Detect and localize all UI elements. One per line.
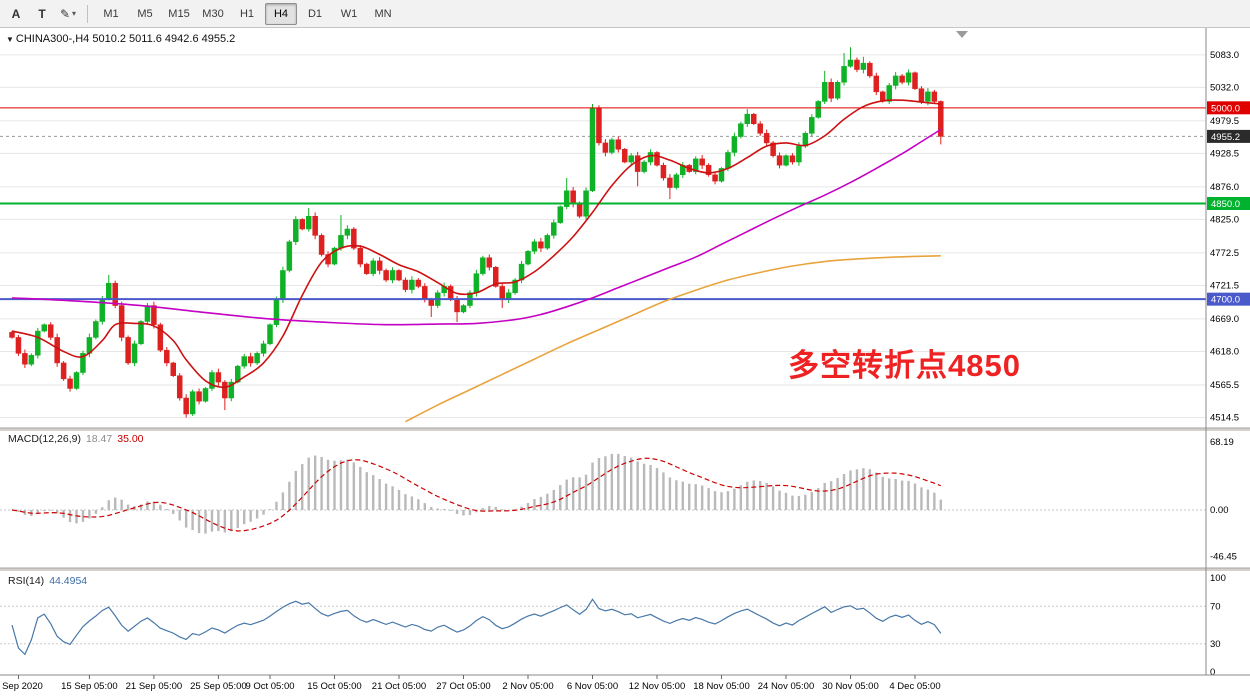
- time-axis-label: 21 Sep 05:00: [126, 681, 183, 692]
- timeframe-h1-button[interactable]: H1: [239, 7, 255, 20]
- y-axis-label: 4669.0: [1210, 314, 1239, 325]
- y-axis-label: 4514.5: [1210, 413, 1239, 424]
- level-price-label: [1207, 101, 1250, 115]
- time-axis-label: 24 Nov 05:00: [758, 681, 815, 692]
- ma-fast-line: [11, 99, 941, 389]
- y-axis-label: 4565.5: [1210, 380, 1239, 391]
- macd-axis-label: 0.00: [1210, 505, 1229, 516]
- time-axis[interactable]: 9 Sep 2020 15 Sep 05:00 21 Sep 05:00 25 Sep…: [0, 674, 1250, 692]
- time-axis-label: 15 Sep 05:00: [61, 681, 118, 692]
- rsi-axis-label: 30: [1210, 639, 1221, 650]
- main-macd-divider: [0, 428, 1250, 431]
- time-axis-label: 30 Nov 05:00: [822, 681, 879, 692]
- time-axis-label: 6 Nov 05:00: [567, 681, 618, 692]
- tool-button-group: A T ✎ ▾: [4, 3, 80, 25]
- macd-panel[interactable]: [0, 453, 1206, 534]
- level-price-label: [1207, 196, 1250, 210]
- timeframe-mn-button[interactable]: MN: [374, 7, 392, 20]
- level-price-label-text: 4850.0: [1211, 199, 1240, 210]
- time-axis-label: 18 Nov 05:00: [693, 681, 750, 692]
- y-axis-label: 4772.5: [1210, 248, 1239, 259]
- time-axis-label: 21 Oct 05:00: [372, 681, 426, 692]
- macd-rsi-divider: [0, 568, 1250, 571]
- ma-slow-line: [405, 254, 941, 423]
- macd-axis-label: 68.19: [1210, 437, 1234, 448]
- rsi-axis-label: 0: [1210, 667, 1215, 678]
- timeframe-m5-button[interactable]: M5: [137, 7, 153, 20]
- main-gridlines: [0, 54, 1206, 418]
- ma-mid-line: [11, 128, 942, 326]
- candles-layer: [9, 47, 944, 418]
- text-tool-button[interactable]: T: [38, 6, 46, 21]
- dropdown-caret-icon: ▾: [72, 9, 77, 18]
- rsi-panel[interactable]: [0, 598, 1206, 656]
- y-axis-label: 4721.5: [1210, 281, 1239, 292]
- price-scale[interactable]: 5083.0 5032.0 4979.5 4928.5 4876.0 4825.0 4772…: [1205, 28, 1250, 678]
- time-axis-label: 2 Nov 05:00: [502, 681, 553, 692]
- y-axis-label: 4928.5: [1210, 149, 1239, 160]
- time-axis-label: 25 Sep 05:00: [190, 681, 247, 692]
- rsi-axis-label: 100: [1210, 573, 1226, 584]
- level-price-label-text: 4700.0: [1211, 295, 1240, 306]
- horizontal-level-lines[interactable]: [0, 107, 1206, 301]
- timeframe-button-group: M1 M5 M15 M30 H1 H4 D1 W1 MN: [95, 2, 399, 25]
- current-price-label: [1207, 129, 1250, 143]
- y-axis-label: 4979.5: [1210, 116, 1239, 127]
- y-axis-label: 5083.0: [1210, 50, 1239, 61]
- time-axis-label: 12 Nov 05:00: [629, 681, 686, 692]
- level-price-label: [1207, 292, 1250, 306]
- arrow-pointer-tool-button[interactable]: A: [11, 6, 21, 21]
- y-axis-label: 4825.0: [1210, 215, 1239, 226]
- time-axis-label: 4 Dec 05:00: [889, 681, 940, 692]
- timeframe-d1-button[interactable]: D1: [307, 7, 323, 20]
- y-axis-label: 4618.0: [1210, 347, 1239, 358]
- moving-average-layer: [11, 99, 942, 423]
- timeframe-w1-button[interactable]: W1: [340, 7, 358, 20]
- macd-axis-label: -46.45: [1210, 552, 1237, 563]
- chart-shift-marker-icon[interactable]: [956, 31, 968, 38]
- current-price-label-text: 4955.2: [1211, 132, 1240, 143]
- timeframe-m15-button[interactable]: M15: [168, 7, 190, 20]
- time-axis-label: 9 Oct 05:00: [245, 681, 294, 692]
- y-axis-label: 5032.0: [1210, 83, 1239, 94]
- toolbar: A T ✎ ▾ M1 M5 M15 M30 H1 H4 D1 W1 MN: [0, 0, 1250, 28]
- time-axis-label: 27 Oct 05:00: [436, 681, 490, 692]
- time-axis-label: 15 Oct 05:00: [307, 681, 361, 692]
- rsi-line: [11, 598, 942, 656]
- level-price-label-text: 5000.0: [1211, 103, 1240, 114]
- panel-dividers[interactable]: [0, 427, 1250, 571]
- timeframe-m30-button[interactable]: M30: [202, 7, 224, 20]
- macd-signal-line: [11, 457, 942, 532]
- timeframe-m1-button[interactable]: M1: [103, 7, 119, 20]
- chart-canvas[interactable]: 5083.0 5032.0 4979.5 4928.5 4876.0 4825.0 4772…: [0, 28, 1250, 696]
- timeframe-h4-button[interactable]: H4: [265, 2, 297, 25]
- toolbar-separator: [87, 4, 88, 23]
- time-axis-label: 9 Sep 2020: [0, 681, 43, 692]
- rsi-axis-label: 70: [1210, 601, 1221, 612]
- y-axis-label: 4876.0: [1210, 182, 1239, 193]
- drawing-tools-dropdown-button[interactable]: ✎ ▾: [59, 6, 77, 21]
